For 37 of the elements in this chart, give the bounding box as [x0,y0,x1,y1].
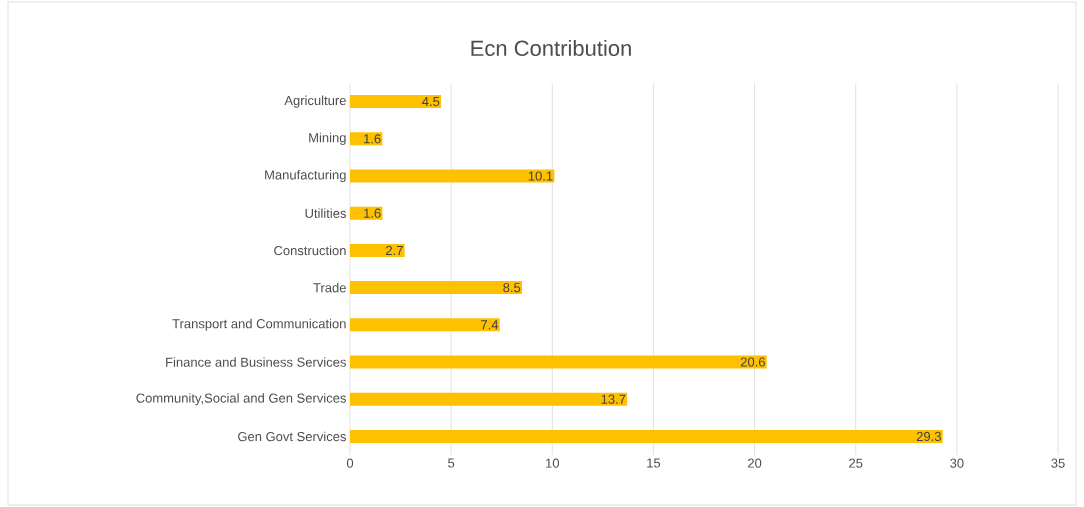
data-label: 1.6 [364,134,381,144]
y-tick-label: Community,Social and Gen Services [136,393,346,406]
data-label: 10.1 [528,171,553,181]
bar [350,318,500,332]
y-tick-label: Trade [313,282,346,293]
x-tick-label: 0 [346,458,354,468]
y-tick-label: Finance and Business Services [166,357,346,367]
y-tick-label: Gen Govt Services [238,431,346,442]
x-tick-label: 5 [448,458,455,468]
data-label: 1.6 [364,208,381,218]
y-tick-label: Utilities [305,208,346,218]
x-tick-label: 20 [748,458,762,468]
bar [350,95,442,109]
data-label: 4.5 [422,97,440,107]
y-tick-label: Transport and Communication [172,318,346,331]
data-label: 7.4 [481,320,499,330]
x-tick-label: 30 [950,458,964,468]
x-tick-label: 35 [1051,458,1065,468]
y-tick-label: Construction [274,245,346,256]
chart-title: Ecn Contribution [471,39,631,57]
bar [350,429,943,443]
data-label: 29.3 [916,431,941,442]
data-label: 20.6 [740,357,765,367]
bar [350,392,628,406]
x-tick-label: 15 [647,458,661,468]
bar [350,243,405,257]
data-label: 13.7 [601,394,626,404]
x-tick-label: 25 [849,458,863,468]
data-label: 2.7 [386,245,403,255]
y-tick-label: Mining [309,132,346,145]
bar [350,281,522,295]
y-tick-label: Agriculture [284,95,346,108]
data-label: 8.5 [503,283,521,293]
bar [350,355,767,369]
y-tick-label: Manufacturing [265,169,346,183]
bar [350,169,555,183]
x-tick-label: 10 [546,458,560,468]
